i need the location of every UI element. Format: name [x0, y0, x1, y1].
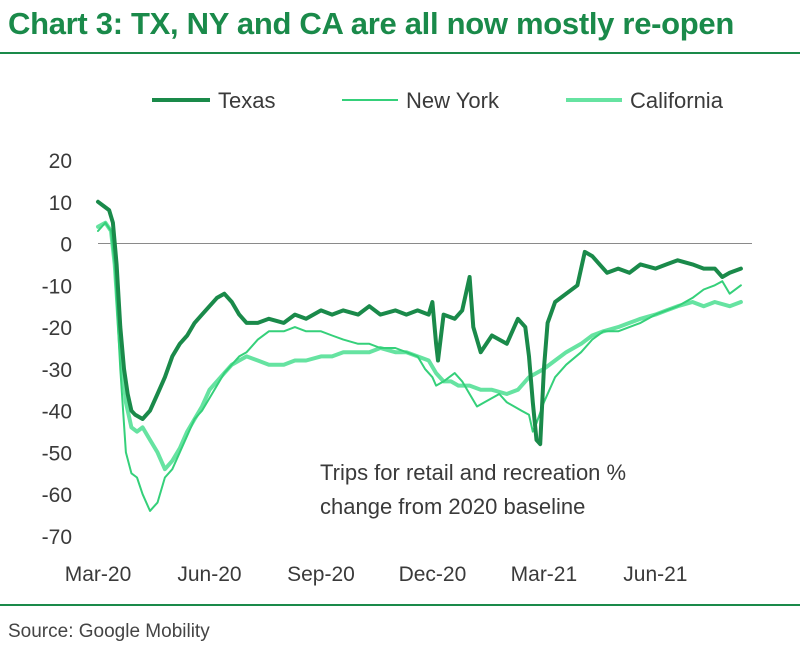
y-axis: 20 10 0 -10 -20 -30 -40 -50 -60 -70 [42, 150, 72, 549]
series-line-new-york [97, 221, 742, 512]
x-tick-label: Mar-21 [511, 563, 578, 586]
series-line-california [96, 220, 743, 472]
series-line-texas [96, 199, 743, 447]
x-tick-label: Jun-21 [623, 563, 687, 586]
x-tick-label: Dec-20 [399, 563, 467, 586]
y-tick-label: -30 [42, 359, 72, 382]
y-tick-label: 0 [60, 234, 72, 257]
x-axis: Mar-20 Jun-20 Sep-20 Dec-20 Mar-21 Jun-21 [65, 563, 688, 586]
annotation-line-1: Trips for retail and recreation % [320, 460, 626, 485]
title-divider [0, 52, 800, 54]
source-note: Source: Google Mobility [8, 621, 210, 642]
chart-title: Chart 3: TX, NY and CA are all now mostl… [8, 6, 735, 41]
x-tick-label: Mar-20 [65, 563, 132, 586]
series-layer [96, 199, 743, 512]
legend-label-texas: Texas [218, 88, 275, 113]
y-tick-label: -50 [42, 442, 72, 465]
legend: Texas New York California [152, 88, 724, 113]
y-tick-label: 10 [49, 192, 72, 215]
x-tick-label: Jun-20 [177, 563, 241, 586]
y-tick-label: -40 [42, 401, 72, 424]
y-tick-label: -60 [42, 484, 72, 507]
footer-divider [0, 604, 800, 606]
legend-label-new-york: New York [406, 88, 500, 113]
y-tick-label: -70 [42, 526, 72, 549]
y-tick-label: 20 [49, 150, 72, 173]
annotation-line-2: change from 2020 baseline [320, 494, 585, 519]
y-tick-label: -20 [42, 317, 72, 340]
x-tick-label: Sep-20 [287, 563, 355, 586]
y-tick-label: -10 [42, 275, 72, 298]
legend-label-california: California [630, 88, 724, 113]
chart-canvas: Texas New York California 20 10 0 -10 -20 -30 -4… [42, 88, 752, 586]
